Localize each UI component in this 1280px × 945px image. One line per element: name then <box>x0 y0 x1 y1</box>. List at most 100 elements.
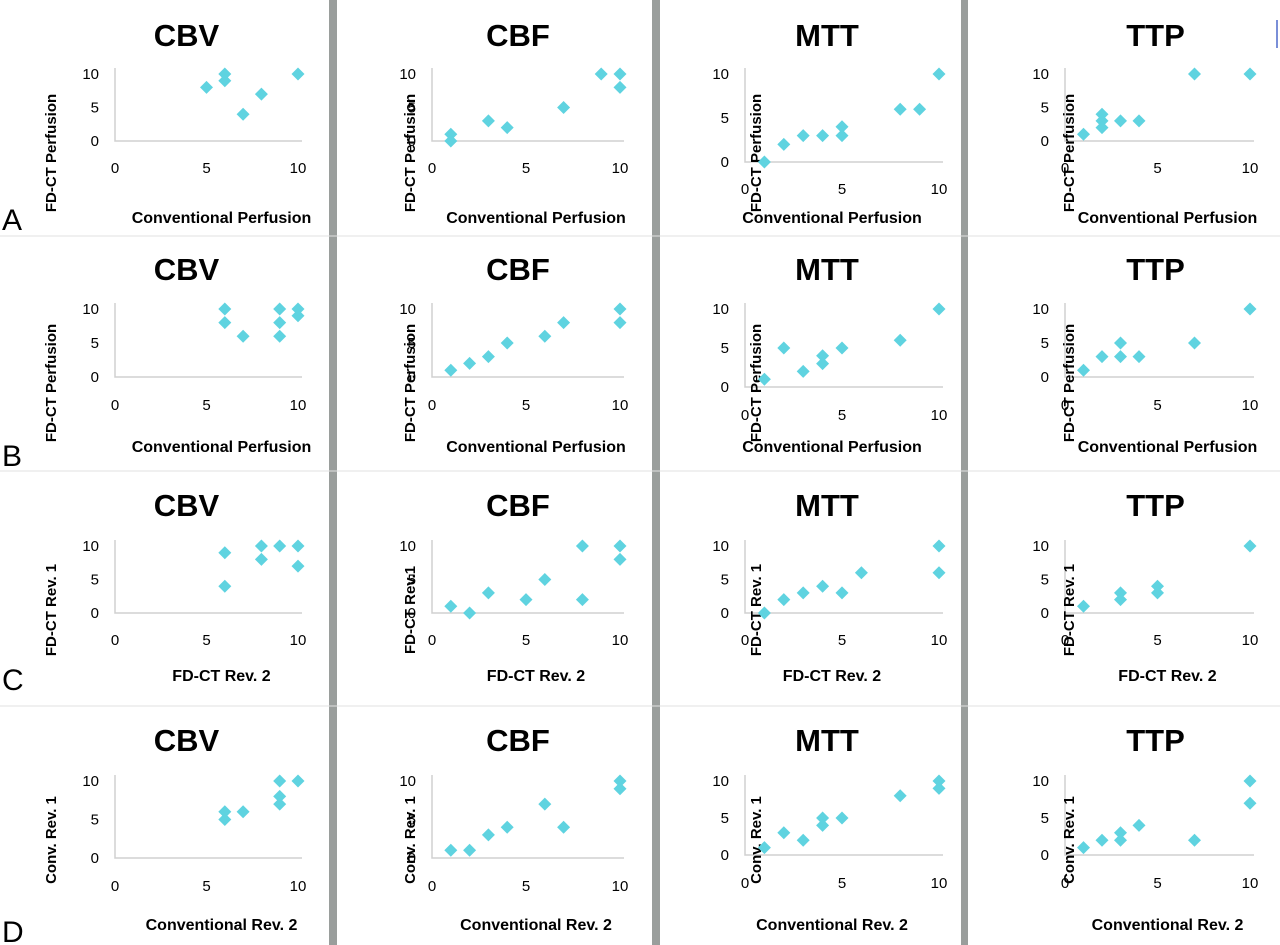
data-point <box>273 774 287 788</box>
data-point <box>613 80 627 94</box>
data-point <box>757 155 771 169</box>
data-point <box>500 121 514 135</box>
x-tick-label: 0 <box>1061 632 1069 649</box>
y-axis-label: FD-CT Perfusion <box>43 94 60 212</box>
axis-lines <box>744 68 943 163</box>
data-point <box>757 606 771 620</box>
chart-title: CBF <box>486 252 550 287</box>
data-point <box>835 586 849 600</box>
chart-title: CBF <box>486 723 550 758</box>
data-point <box>1132 350 1146 364</box>
x-tick-label: 5 <box>202 878 210 895</box>
data-point <box>1151 579 1164 593</box>
chart-title: TTP <box>1126 723 1185 758</box>
x-axis-label: Conventional Perfusion <box>742 210 922 227</box>
y-tick-label: 10 <box>399 301 416 318</box>
data-point <box>291 559 305 573</box>
data-point <box>273 302 287 316</box>
x-tick-label: 5 <box>838 632 846 649</box>
y-tick-label: 0 <box>408 850 416 867</box>
data-point <box>1243 302 1257 316</box>
x-axis-label: Conventional Perfusion <box>446 439 626 456</box>
x-tick-label: 10 <box>931 181 948 198</box>
data-point <box>273 539 287 553</box>
y-tick-label: 0 <box>1041 369 1049 386</box>
column-separator <box>652 0 660 945</box>
scatter-panel-a-cbv: CBV 0 5 10 0 5 10 Conventional Perfusion FD-CT P… <box>43 18 311 227</box>
chart-title: CBV <box>154 252 220 287</box>
scatter-panel-c-cbv: CBV 0 5 10 0 5 10 FD-CT Rev. 2 FD-CT Rev. 1 <box>43 488 306 685</box>
data-point <box>613 316 627 330</box>
data-point <box>835 811 849 825</box>
x-tick-label: 0 <box>1061 875 1069 892</box>
axis-lines <box>744 303 943 388</box>
data-point <box>796 364 810 378</box>
data-point <box>1114 336 1127 350</box>
data-point <box>1114 833 1127 847</box>
data-point <box>757 372 771 386</box>
y-axis-label: FD-CT Perfusion <box>402 324 419 442</box>
scatter-panel-c-ttp: TTP 0 5 10 0 5 10 FD-CT Rev. 2 FD-CT Rev. 1 <box>1032 488 1258 685</box>
chart-title: MTT <box>795 18 859 53</box>
axis-lines <box>114 540 302 614</box>
data-point <box>932 774 946 788</box>
data-point <box>291 67 305 81</box>
data-point <box>777 341 791 355</box>
x-tick-label: 5 <box>522 160 530 177</box>
data-point <box>236 805 250 819</box>
scatter-panel-d-ttp: TTP 0 5 10 0 5 10 Conventional Rev. 2 Conv. Rev.… <box>1032 723 1258 934</box>
chart-title: TTP <box>1126 252 1185 287</box>
data-point <box>854 566 868 580</box>
x-tick-label: 0 <box>741 875 749 892</box>
y-tick-label: 10 <box>399 773 416 790</box>
y-tick-label: 5 <box>91 572 99 589</box>
data-point <box>291 302 305 316</box>
x-tick-label: 5 <box>522 878 530 895</box>
data-point <box>463 606 477 620</box>
data-point <box>273 329 287 343</box>
data-point <box>816 129 830 143</box>
panel-label-c: C <box>2 664 24 697</box>
y-tick-label: 5 <box>1041 100 1049 117</box>
data-point <box>816 349 830 363</box>
data-point <box>613 539 627 553</box>
x-axis-label: Conventional Perfusion <box>132 439 312 456</box>
panel-label-d: D <box>2 916 24 945</box>
axis-lines <box>744 775 943 856</box>
x-tick-label: 10 <box>1242 397 1259 414</box>
y-tick-label: 10 <box>712 301 729 318</box>
x-tick-label: 5 <box>1153 397 1161 414</box>
chart-title: TTP <box>1126 488 1185 523</box>
y-tick-label: 0 <box>1041 133 1049 150</box>
chart-title: MTT <box>795 723 859 758</box>
x-axis-label: FD-CT Rev. 2 <box>172 668 270 685</box>
x-axis-label: FD-CT Rev. 2 <box>1118 668 1216 685</box>
x-tick-label: 0 <box>428 160 436 177</box>
x-axis-label: Conventional Perfusion <box>742 439 922 456</box>
chart-title: CBV <box>154 18 220 53</box>
y-tick-label: 10 <box>1032 66 1049 83</box>
data-point <box>519 593 533 607</box>
data-point <box>444 363 458 377</box>
data-point <box>796 586 810 600</box>
y-tick-label: 5 <box>721 572 729 589</box>
x-tick-label: 5 <box>202 160 210 177</box>
data-point <box>236 107 250 121</box>
data-point <box>575 593 589 607</box>
data-point <box>1132 114 1146 128</box>
data-point <box>254 539 268 553</box>
x-tick-label: 0 <box>111 878 119 895</box>
y-tick-label: 0 <box>91 369 99 386</box>
data-point <box>1095 121 1109 135</box>
data-point <box>1077 599 1090 613</box>
data-point <box>932 781 946 795</box>
x-axis-label: Conventional Perfusion <box>1078 439 1258 456</box>
data-point <box>273 316 287 330</box>
y-axis-label: Conv. Rev. 1 <box>1061 796 1078 884</box>
x-tick-label: 10 <box>1242 875 1259 892</box>
data-point <box>200 80 213 94</box>
scatter-panel-b-cbv: CBV 0 5 10 0 5 10 Conventional Perfusion FD-CT P… <box>43 252 311 456</box>
y-axis-label: Conv. Rev. 1 <box>748 796 765 884</box>
x-tick-label: 10 <box>290 160 307 177</box>
y-tick-label: 5 <box>408 572 416 589</box>
